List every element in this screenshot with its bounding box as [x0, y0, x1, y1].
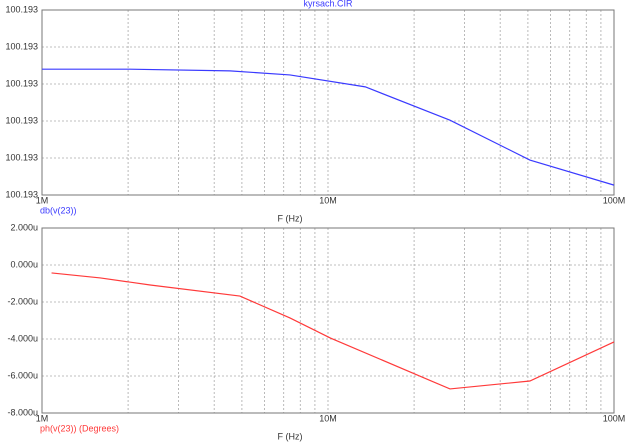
y-tick-label: 100.193: [5, 41, 38, 51]
y-tick-label: 100.193: [5, 189, 38, 199]
plot-frame: [41, 9, 615, 196]
x-tick-label: 10M: [319, 195, 337, 205]
y-tick-label: 100.193: [5, 115, 38, 125]
y-tick-label: 2.000u: [10, 222, 38, 232]
x-tick-label: 1M: [36, 413, 49, 423]
data-line: [51, 272, 615, 390]
y-tick-label: -8.000u: [7, 407, 38, 417]
trace-label: ph(v(23)) (Degrees): [40, 423, 119, 433]
x-tick-label: 100M: [603, 195, 626, 205]
chart-title: kyrsach.CIR: [303, 0, 353, 8]
y-tick-label: 0.000u: [10, 259, 38, 269]
x-tick-label: 10M: [319, 413, 337, 423]
x-axis-label: F (Hz): [278, 213, 303, 223]
x-tick-label: 1M: [36, 195, 49, 205]
y-tick-label: 100.193: [5, 4, 38, 14]
plot-frame: [41, 227, 615, 414]
trace-label: db(v(23)): [40, 205, 77, 215]
x-axis-label: F (Hz): [278, 431, 303, 441]
y-tick-label: 100.193: [5, 78, 38, 88]
y-tick-label: -4.000u: [7, 333, 38, 343]
data-line: [42, 68, 615, 186]
y-tick-label: -2.000u: [7, 296, 38, 306]
x-tick-label: 100M: [603, 413, 626, 423]
y-tick-label: 100.193: [5, 152, 38, 162]
y-tick-label: -6.000u: [7, 370, 38, 380]
